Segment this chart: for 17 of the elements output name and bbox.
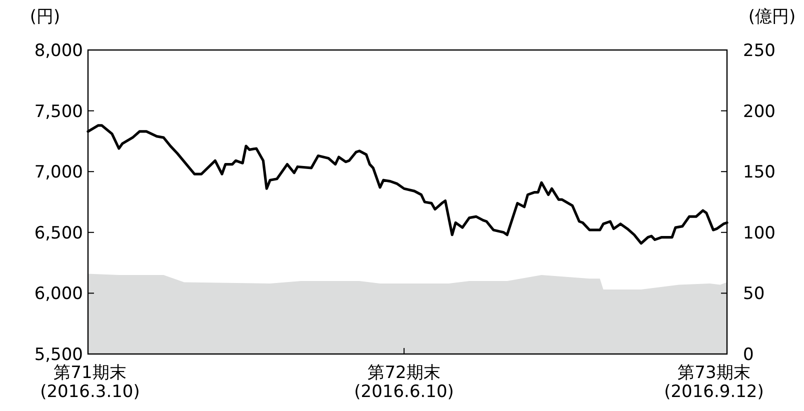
x-tick-label: 第72期末 (2016.6.10) [354, 363, 454, 402]
x-tick-label: 第73期末 (2016.9.12) [664, 363, 764, 402]
y-tick-label: 5,500 [34, 345, 83, 365]
y-tick-label: 6,500 [34, 223, 83, 244]
y2-tick-label: 250 [743, 41, 776, 61]
y2-tick-label: 200 [743, 102, 776, 122]
y-tick-label: 6,000 [34, 284, 83, 304]
y-tick-label: 7,000 [34, 162, 83, 183]
y2-tick-label: 100 [743, 223, 776, 244]
y2-tick-label: 50 [743, 284, 765, 304]
y2-tick-label: 150 [743, 162, 776, 183]
y2-tick-label: 0 [743, 345, 754, 365]
y-tick-label: 8,000 [34, 41, 83, 61]
y-axis-title: (円) [30, 7, 60, 27]
y-tick-label: 7,500 [34, 102, 83, 122]
y2-axis-title: (億円) [748, 7, 796, 27]
x-tick-label: 第71期末 (2016.3.10) [40, 363, 140, 402]
